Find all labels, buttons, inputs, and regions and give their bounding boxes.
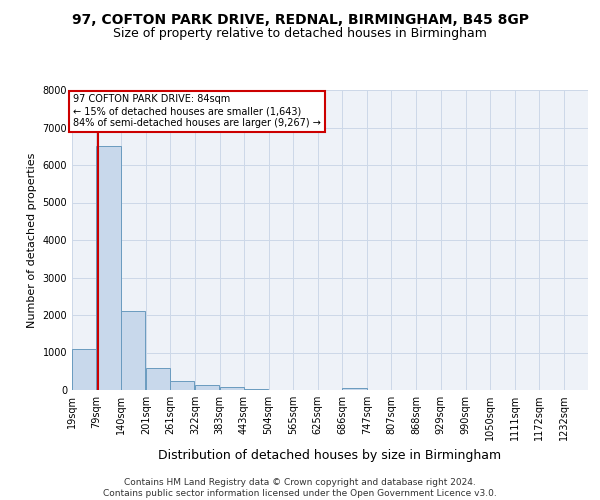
Text: Contains HM Land Registry data © Crown copyright and database right 2024.
Contai: Contains HM Land Registry data © Crown c… [103,478,497,498]
Text: Size of property relative to detached houses in Birmingham: Size of property relative to detached ho… [113,28,487,40]
Bar [195,385,219,390]
Bar [72,349,97,390]
Y-axis label: Number of detached properties: Number of detached properties [27,152,37,328]
Bar [244,388,268,390]
Bar [146,368,170,390]
Bar [121,311,145,390]
X-axis label: Distribution of detached houses by size in Birmingham: Distribution of detached houses by size … [158,448,502,462]
Text: 97 COFTON PARK DRIVE: 84sqm
← 15% of detached houses are smaller (1,643)
84% of : 97 COFTON PARK DRIVE: 84sqm ← 15% of det… [73,94,320,128]
Text: 97, COFTON PARK DRIVE, REDNAL, BIRMINGHAM, B45 8GP: 97, COFTON PARK DRIVE, REDNAL, BIRMINGHA… [71,12,529,26]
Bar [97,146,121,390]
Bar [220,388,244,390]
Bar [343,388,367,390]
Bar [170,380,194,390]
